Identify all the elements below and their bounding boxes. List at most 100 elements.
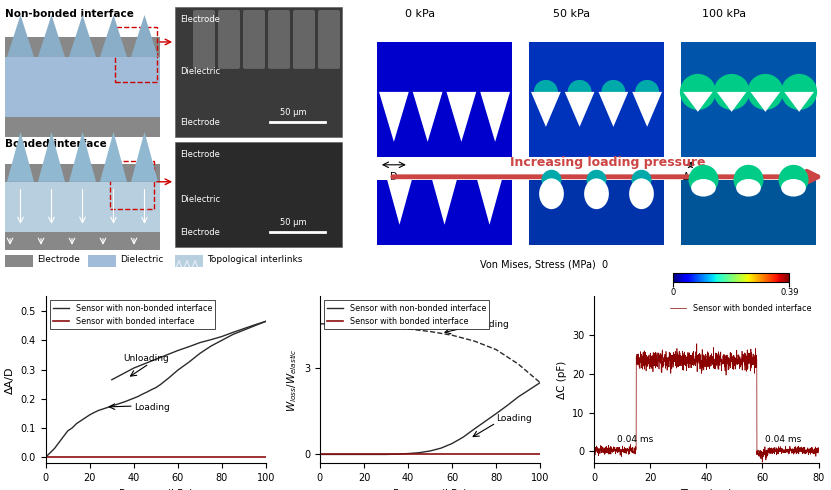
Text: 50 kPa: 50 kPa bbox=[553, 9, 591, 19]
Ellipse shape bbox=[584, 178, 609, 209]
Line: Sensor with non-bonded interface: Sensor with non-bonded interface bbox=[46, 321, 266, 457]
Sensor with non-bonded interface bbox=[217, 337, 227, 343]
Circle shape bbox=[534, 80, 558, 104]
Bar bbox=[5, 57, 160, 117]
FancyBboxPatch shape bbox=[218, 10, 240, 69]
Text: Non-bonded interface: Non-bonded interface bbox=[5, 9, 134, 19]
Sensor with non-bonded interface bbox=[155, 382, 165, 388]
Text: Dielectric: Dielectric bbox=[180, 68, 220, 76]
Sensor with non-bonded interface bbox=[381, 451, 391, 457]
Sensor with non-bonded interface bbox=[160, 378, 170, 384]
Bar bbox=[529, 180, 664, 245]
Sensor with non-bonded interface bbox=[184, 359, 194, 365]
Polygon shape bbox=[784, 92, 814, 112]
Sensor with non-bonded interface bbox=[206, 343, 216, 349]
Circle shape bbox=[680, 74, 715, 110]
Sensor with bonded interface bbox=[814, 450, 824, 456]
Sensor with non-bonded interface bbox=[102, 405, 112, 411]
Sensor with bonded interface bbox=[589, 449, 599, 455]
Bar bbox=[529, 92, 664, 157]
Polygon shape bbox=[131, 15, 158, 57]
Sensor with non-bonded interface bbox=[359, 451, 369, 457]
Text: Dielectric: Dielectric bbox=[120, 255, 164, 264]
Sensor with non-bonded interface bbox=[54, 440, 64, 445]
Sensor with non-bonded interface bbox=[81, 415, 91, 421]
Sensor with non-bonded interface bbox=[469, 426, 479, 432]
Sensor with non-bonded interface bbox=[414, 450, 424, 456]
Text: Electrode: Electrode bbox=[180, 150, 220, 159]
Polygon shape bbox=[38, 132, 65, 182]
Sensor with non-bonded interface bbox=[337, 451, 347, 457]
Legend: Sensor with non-bonded interface, Sensor with bonded interface: Sensor with non-bonded interface, Sensor… bbox=[324, 300, 489, 329]
Bar bbox=[377, 180, 512, 245]
Bar bbox=[529, 42, 664, 92]
X-axis label: Time (ms): Time (ms) bbox=[681, 489, 732, 490]
Sensor with non-bonded interface bbox=[50, 445, 60, 451]
Sensor with non-bonded interface bbox=[94, 408, 104, 414]
Bar bbox=[377, 92, 512, 157]
Sensor with non-bonded interface bbox=[392, 451, 402, 457]
Bar bbox=[377, 42, 512, 92]
Text: Loading: Loading bbox=[496, 415, 532, 423]
X-axis label: Pressure (kPa): Pressure (kPa) bbox=[119, 489, 193, 490]
Sensor with non-bonded interface bbox=[169, 371, 179, 377]
Sensor with non-bonded interface bbox=[425, 448, 435, 454]
Bar bbox=[115, 27, 157, 82]
Text: D: D bbox=[390, 172, 398, 182]
Polygon shape bbox=[477, 180, 502, 225]
Bar bbox=[5, 37, 160, 57]
Text: Electrode: Electrode bbox=[180, 118, 220, 127]
Sensor with non-bonded interface bbox=[58, 434, 68, 440]
Bar bbox=[175, 7, 342, 137]
Sensor with non-bonded interface bbox=[142, 389, 152, 395]
Sensor with non-bonded interface bbox=[480, 418, 490, 424]
Text: 0 kPa: 0 kPa bbox=[405, 9, 435, 19]
Sensor with non-bonded interface bbox=[85, 412, 95, 418]
Text: Electrode: Electrode bbox=[180, 228, 220, 237]
Polygon shape bbox=[480, 92, 510, 142]
Ellipse shape bbox=[781, 179, 806, 196]
Sensor with non-bonded interface bbox=[491, 411, 501, 416]
Sensor with non-bonded interface bbox=[403, 451, 413, 457]
Sensor with bonded interface bbox=[757, 459, 767, 465]
Circle shape bbox=[689, 165, 719, 195]
Sensor with non-bonded interface bbox=[76, 418, 86, 424]
Sensor with non-bonded interface bbox=[116, 400, 125, 406]
Text: Bonded interface: Bonded interface bbox=[5, 139, 106, 149]
Polygon shape bbox=[717, 92, 746, 112]
Bar bbox=[175, 255, 203, 267]
Circle shape bbox=[635, 80, 659, 104]
Sensor with bonded interface bbox=[629, 450, 639, 456]
Sensor with non-bonded interface bbox=[315, 451, 325, 457]
Sensor with non-bonded interface bbox=[98, 406, 108, 412]
Polygon shape bbox=[598, 92, 628, 127]
Sensor with bonded interface bbox=[704, 360, 714, 366]
Bar bbox=[681, 42, 816, 92]
Sensor with non-bonded interface bbox=[67, 425, 77, 431]
Circle shape bbox=[779, 165, 809, 195]
FancyBboxPatch shape bbox=[193, 10, 215, 69]
Sensor with bonded interface bbox=[799, 447, 809, 453]
Polygon shape bbox=[446, 92, 476, 142]
Sensor with non-bonded interface bbox=[239, 327, 249, 333]
Sensor with non-bonded interface bbox=[89, 410, 99, 416]
Polygon shape bbox=[413, 92, 442, 142]
Bar bbox=[5, 117, 160, 137]
Sensor with non-bonded interface bbox=[41, 454, 51, 460]
Sensor with non-bonded interface bbox=[250, 323, 260, 329]
Sensor with non-bonded interface bbox=[71, 420, 81, 426]
Bar bbox=[5, 255, 33, 267]
Y-axis label: ΔC (pF): ΔC (pF) bbox=[557, 361, 567, 399]
Polygon shape bbox=[683, 92, 713, 112]
Sensor with non-bonded interface bbox=[194, 350, 205, 356]
Sensor with non-bonded interface bbox=[514, 394, 524, 400]
Text: Dielectric: Dielectric bbox=[180, 195, 220, 204]
Ellipse shape bbox=[629, 178, 654, 209]
Circle shape bbox=[781, 74, 817, 110]
Circle shape bbox=[747, 74, 784, 110]
Sensor with non-bonded interface bbox=[138, 391, 148, 397]
Polygon shape bbox=[69, 132, 96, 182]
X-axis label: Pressure (kPa): Pressure (kPa) bbox=[393, 489, 467, 490]
Polygon shape bbox=[632, 92, 662, 127]
Y-axis label: ΔA/D: ΔA/D bbox=[5, 366, 15, 393]
